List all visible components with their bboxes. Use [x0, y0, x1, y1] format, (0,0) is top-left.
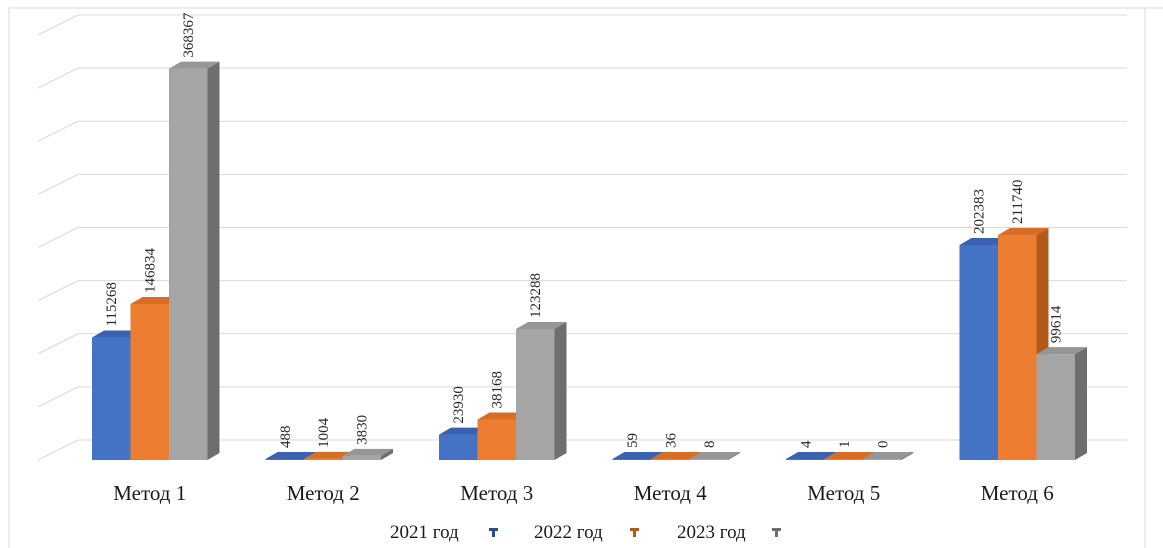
data-label: 146834: [143, 247, 159, 293]
bar-top: [998, 228, 1049, 236]
bar-front: [959, 244, 998, 460]
gridline-depth: [37, 14, 79, 36]
bar-front: [863, 459, 902, 460]
category-label: Метод 1: [113, 481, 186, 505]
legend-swatch: [630, 528, 639, 537]
bar-top: [959, 237, 1010, 245]
bar: [342, 448, 393, 460]
gridlines: [37, 14, 1127, 461]
data-label: 38168: [490, 371, 506, 409]
bar: [516, 322, 567, 460]
legend-swatch: [489, 528, 498, 537]
legend-swatch-stem: [633, 528, 636, 537]
bar-front: [439, 434, 478, 460]
legend: 2021 год 2022 год 2023 год: [390, 522, 781, 543]
legend-swatch: [772, 528, 781, 537]
bar-side: [554, 322, 567, 460]
data-label: 8: [702, 441, 718, 449]
bar-front: [689, 459, 728, 460]
data-label: 4: [798, 440, 814, 448]
legend-label: 2022 год: [534, 522, 603, 543]
bar-front: [342, 455, 381, 460]
data-label: 0: [875, 441, 891, 449]
data-label: 59: [625, 433, 641, 448]
data-label: 1004: [316, 417, 332, 448]
bar-top: [516, 322, 567, 330]
bar-front: [265, 459, 304, 460]
gridline-depth: [37, 333, 79, 355]
category-label: Метод 2: [287, 481, 360, 505]
chart-frame: [8, 7, 1163, 548]
category-labels: Метод 1 Метод 2 Метод 3 Метод 4 Метод 5 Метод…: [113, 481, 1053, 505]
bar-top: [863, 452, 914, 459]
bar-top: [265, 452, 316, 459]
data-label: 36: [663, 433, 679, 449]
bar-front: [169, 68, 208, 461]
data-label: 23930: [451, 386, 467, 424]
legend-label: 2023 год: [677, 522, 746, 543]
bar-front: [516, 329, 555, 460]
bar-top: [304, 451, 355, 459]
legend-swatch-stem: [775, 528, 778, 537]
gridline-depth: [37, 173, 79, 195]
bar-front: [92, 337, 131, 460]
bars: [92, 61, 1087, 461]
bar-top: [1036, 347, 1087, 355]
bar-front: [477, 419, 516, 460]
legend-label: 2021 год: [390, 522, 459, 543]
data-label: 123288: [528, 273, 544, 318]
bar-front: [651, 459, 690, 460]
bar-top: [689, 452, 740, 459]
data-label: 1: [837, 441, 853, 449]
bar: [863, 452, 914, 460]
bar-side: [207, 61, 220, 461]
bar-top: [651, 452, 702, 459]
bar-front: [130, 303, 169, 460]
bar-top: [612, 452, 663, 459]
gridline-depth: [37, 439, 79, 461]
data-label: 211740: [1010, 180, 1026, 224]
bar-side: [728, 452, 740, 460]
bar-front: [998, 235, 1037, 460]
bar-top: [439, 427, 490, 435]
gridline-depth: [37, 120, 79, 142]
bar-top: [130, 296, 181, 304]
data-label: 115268: [104, 282, 120, 326]
bar-top: [169, 61, 220, 69]
bar-front: [824, 459, 863, 460]
data-labels: 115268 146834 368367 488 1004 3830 23930 38168 1…: [104, 12, 1065, 448]
gridline-depth: [37, 386, 79, 408]
bar: [169, 61, 220, 461]
bar-top: [786, 452, 837, 459]
category-label: Метод 3: [460, 481, 533, 505]
bar-top: [92, 330, 143, 338]
category-label: Метод 5: [807, 481, 880, 505]
data-label: 3830: [355, 415, 371, 445]
bar-top: [824, 452, 875, 459]
bar: [689, 452, 740, 460]
bar-front: [612, 459, 651, 460]
category-label: Метод 4: [634, 481, 707, 505]
bar-top: [342, 448, 393, 456]
gridline-depth: [37, 227, 79, 248]
gridline-depth: [37, 67, 79, 89]
legend-swatch-stem: [492, 528, 495, 537]
data-label: 99614: [1049, 305, 1065, 343]
bar-front: [304, 458, 343, 460]
bar-side: [381, 448, 393, 460]
gridline-depth: [37, 280, 79, 302]
data-label: 368367: [181, 12, 197, 58]
data-label: 488: [278, 426, 294, 449]
bar-side: [1075, 347, 1087, 460]
category-label: Метод 6: [981, 481, 1054, 505]
bar-side: [901, 452, 914, 460]
bar-front: [786, 459, 825, 460]
bar-front: [1036, 354, 1075, 460]
data-label: 202383: [972, 189, 988, 234]
bar-top: [477, 412, 528, 420]
bar: [1036, 347, 1087, 460]
